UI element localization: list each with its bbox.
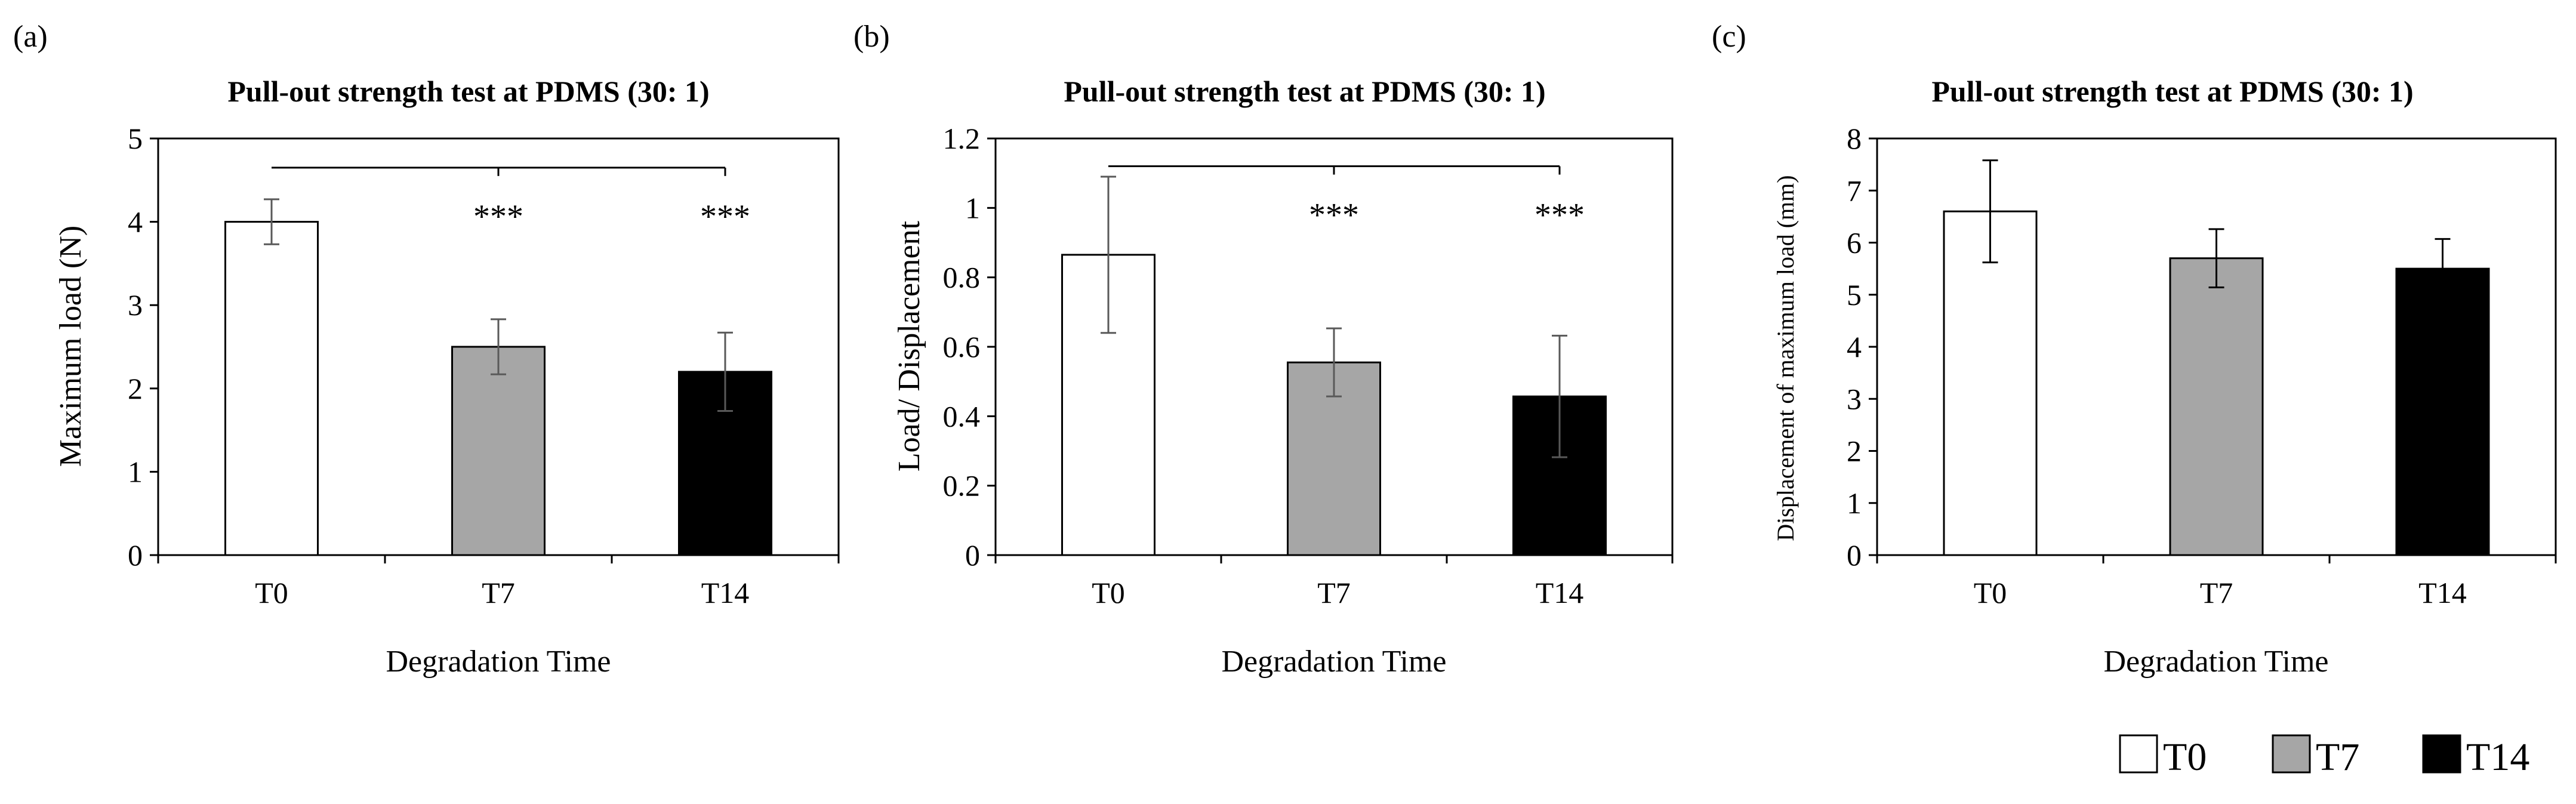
y-tick-label: 0	[965, 538, 980, 572]
legend-swatch-t7	[2272, 734, 2311, 774]
x-axis-label: Degradation Time	[386, 645, 611, 679]
y-tick-label: 0.6	[943, 330, 981, 364]
x-tick-label: T7	[1317, 576, 1351, 609]
y-tick-label: 7	[1847, 174, 1862, 207]
y-tick-label: 4	[128, 205, 143, 239]
x-tick-label: T0	[1974, 576, 2007, 609]
chart-title: Pull-out strength test at PDMS (30: 1)	[1064, 75, 1545, 108]
chart-title: Pull-out strength test at PDMS (30: 1)	[1931, 75, 2413, 108]
plot-area-b: 0 0.2 0.4 0.6 0.8 1 1.2 T0 T7 T14 *** ***	[943, 122, 1674, 609]
legend-label-t0: T0	[2163, 735, 2207, 779]
y-tick-label: 2	[128, 372, 143, 405]
error-bar-t7	[2208, 228, 2224, 289]
bar-t7	[451, 346, 546, 556]
error-bar-t0	[1101, 175, 1116, 334]
y-tick-label: 1.2	[943, 122, 981, 155]
bar-t14	[2395, 267, 2490, 556]
legend-label-t14: T14	[2466, 735, 2529, 779]
error-bar-t7	[1326, 327, 1342, 398]
x-tick-label: T7	[2200, 576, 2233, 609]
y-tick-label: 1	[128, 455, 143, 488]
bar-t7	[2169, 257, 2264, 556]
panel-label: (b)	[853, 20, 890, 54]
y-tick-label: 5	[1847, 278, 1862, 312]
panel-b: (b) Pull-out strength test at PDMS (30: …	[853, 20, 1674, 679]
plot-area-a: 0 1 2 3 4 5 T0 T7 T14 *** ***	[128, 122, 840, 609]
panel-a: (a) Pull-out strength test at PDMS (30: …	[13, 20, 840, 679]
error-bar-t14	[1552, 334, 1567, 458]
y-tick-label: 1	[965, 191, 980, 224]
bar-t0	[1943, 210, 2038, 556]
x-tick-label: T14	[1536, 576, 1584, 609]
x-tick-label: T14	[701, 576, 750, 609]
legend-label-t7: T7	[2316, 735, 2359, 779]
error-bar-t14	[2435, 238, 2451, 300]
significance-stars: ***	[700, 198, 750, 235]
error-bar-t14	[717, 331, 733, 412]
y-tick-label: 0	[128, 538, 143, 572]
x-tick-label: T0	[1092, 576, 1125, 609]
error-bar-t0	[264, 198, 279, 245]
y-tick-label: 0.8	[943, 261, 981, 294]
panel-label: (c)	[1712, 20, 1746, 54]
y-tick-label: 3	[128, 288, 143, 322]
y-axis-label: Load/ Displacement	[892, 220, 926, 472]
y-tick-label: 6	[1847, 226, 1862, 260]
y-tick-label: 0.2	[943, 469, 981, 503]
x-tick-label: T0	[255, 576, 288, 609]
significance-stars: ***	[1309, 197, 1359, 234]
legend: T0 T7 T14	[2119, 734, 2529, 779]
y-tick-label: 8	[1847, 122, 1862, 155]
y-axis-label: Maximum load (N)	[54, 226, 88, 467]
y-axis-label: Displacement of maximum load (mm)	[1772, 175, 1799, 541]
y-tick-label: 1	[1847, 486, 1862, 520]
x-tick-label: T14	[2418, 576, 2467, 609]
y-tick-label: 3	[1847, 382, 1862, 415]
y-tick-label: 4	[1847, 330, 1862, 364]
y-tick-label: 0.4	[943, 399, 981, 433]
panel-c: (c) Pull-out strength test at PDMS (30: …	[1712, 20, 2557, 679]
chart-title: Pull-out strength test at PDMS (30: 1)	[227, 75, 709, 108]
significance-stars: ***	[473, 198, 523, 235]
plot-area-c: 0 1 2 3 4 5 6 7 8 T0 T7 T14	[1847, 122, 2557, 609]
x-axis-label: Degradation Time	[2104, 645, 2329, 679]
bar-t14	[678, 371, 772, 556]
x-axis-label: Degradation Time	[1222, 645, 1447, 679]
legend-swatch-t0	[2119, 734, 2158, 774]
x-tick-label: T7	[482, 576, 515, 609]
panel-label: (a)	[13, 20, 48, 54]
y-tick-label: 5	[128, 122, 143, 155]
error-bar-t7	[491, 318, 506, 375]
y-tick-label: 0	[1847, 538, 1862, 572]
significance-stars: ***	[1534, 197, 1585, 234]
legend-swatch-t14	[2422, 734, 2461, 774]
error-bar-t0	[1982, 159, 1998, 264]
y-tick-label: 2	[1847, 435, 1862, 468]
bar-t0	[224, 221, 319, 556]
